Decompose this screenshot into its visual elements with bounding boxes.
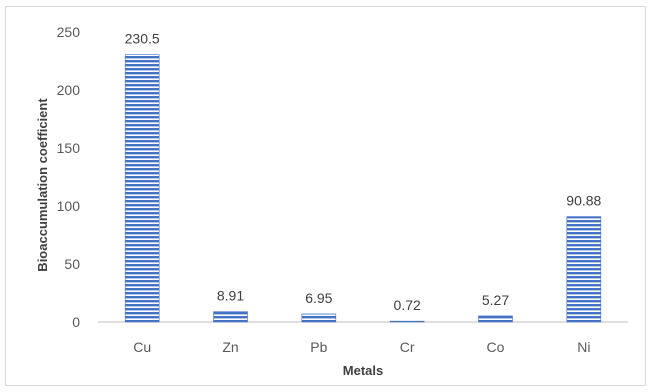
bar-co bbox=[478, 315, 513, 323]
y-tick-label: 200 bbox=[57, 82, 81, 98]
x-tick-label-pb: Pb bbox=[310, 339, 327, 355]
data-label-zn: 8.91 bbox=[217, 288, 244, 304]
x-tick-label-cu: Cu bbox=[133, 339, 151, 355]
y-tick-label: 150 bbox=[57, 140, 81, 156]
data-label-pb: 6.95 bbox=[305, 290, 332, 306]
y-axis-ticks: 0 50 100 150 200 250 bbox=[57, 24, 81, 330]
bars bbox=[124, 54, 602, 323]
y-tick-label: 50 bbox=[64, 256, 80, 272]
x-tick-label-co: Co bbox=[487, 339, 505, 355]
data-label-cr: 0.72 bbox=[394, 297, 421, 313]
x-axis-ticks: Cu Zn Pb Cr Co Ni bbox=[133, 339, 590, 355]
data-label-co: 5.27 bbox=[482, 292, 509, 308]
y-tick-label: 0 bbox=[72, 314, 80, 330]
x-tick-label-zn: Zn bbox=[222, 339, 238, 355]
bar-pb bbox=[301, 313, 337, 323]
data-labels: 230.5 8.91 6.95 0.72 5.27 90.88 bbox=[125, 31, 602, 314]
chart-frame bbox=[5, 6, 646, 386]
y-tick-label: 100 bbox=[57, 198, 81, 214]
bar-zn bbox=[213, 311, 248, 323]
y-axis-title: Bioaccumulation coefficient bbox=[35, 98, 50, 272]
bar-cu bbox=[124, 54, 160, 323]
y-tick-label: 250 bbox=[57, 24, 81, 40]
bar-cr bbox=[389, 320, 425, 323]
x-tick-label-ni: Ni bbox=[577, 339, 590, 355]
data-label-ni: 90.88 bbox=[566, 193, 601, 209]
x-axis-title: Metals bbox=[343, 363, 383, 378]
bar-ni bbox=[566, 216, 602, 323]
data-label-cu: 230.5 bbox=[125, 31, 160, 47]
x-tick-label-cr: Cr bbox=[400, 339, 415, 355]
